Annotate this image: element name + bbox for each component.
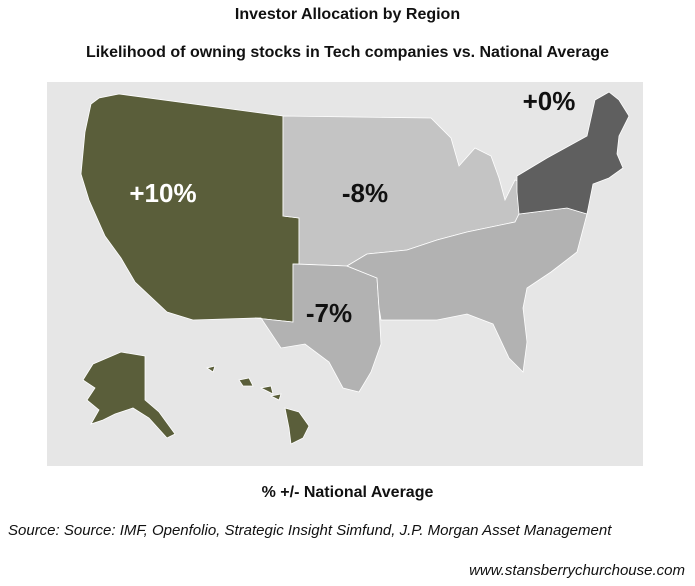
region-label-west: +10% (129, 178, 196, 208)
website-url: www.stansberrychurchouse.com (469, 562, 685, 579)
region-west (81, 94, 299, 322)
region-label-northeast: +0% (523, 86, 576, 116)
map-subtitle: Likelihood of owning stocks in Tech comp… (0, 44, 695, 62)
us-map: +10% -8% -7% +0% (47, 82, 643, 466)
region-label-southwest: -7% (306, 298, 352, 328)
region-west-alaska (83, 352, 175, 438)
legend-label: % +/- National Average (0, 484, 695, 502)
source-note: Source: Source: IMF, Openfolio, Strategi… (8, 522, 611, 539)
region-west-hawaii (207, 366, 309, 444)
region-label-midwest: -8% (342, 178, 388, 208)
map-panel: +10% -8% -7% +0% (47, 82, 643, 466)
map-title: Investor Allocation by Region (0, 6, 695, 24)
